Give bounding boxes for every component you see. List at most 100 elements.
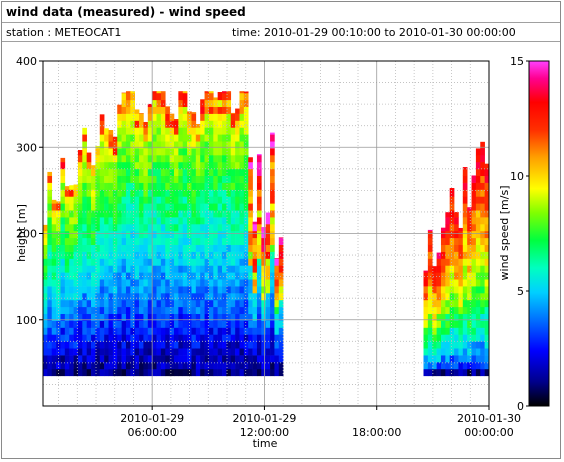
heatmap-cell	[475, 189, 481, 197]
heatmap-cell	[454, 212, 459, 218]
heatmap-cell	[239, 244, 245, 252]
heatmap-cell	[43, 237, 48, 246]
heatmap-cell	[160, 189, 166, 197]
heatmap-cell	[143, 286, 149, 294]
heatmap-cell	[77, 224, 83, 232]
heatmap-cell	[169, 251, 175, 259]
heatmap-cell	[274, 286, 280, 294]
heatmap-cell	[248, 217, 253, 225]
x-tick-date: 2010-01-29	[120, 412, 184, 425]
heatmap-cell	[256, 258, 262, 266]
heatmap-cell	[160, 141, 166, 149]
colorbar	[528, 60, 550, 407]
heatmap-cell	[200, 348, 205, 356]
heatmap-cell	[191, 113, 197, 121]
heatmap-cell	[191, 210, 197, 218]
heatmap-cell	[125, 293, 131, 301]
heatmap-cell	[449, 341, 455, 349]
heatmap-cell	[69, 279, 74, 287]
heatmap-cell	[156, 217, 162, 225]
heatmap-cell	[467, 368, 472, 377]
heatmap-cell	[130, 113, 135, 121]
heatmap-cell	[239, 286, 245, 294]
heatmap-cell	[204, 168, 210, 177]
heatmap-cell	[200, 106, 205, 114]
heatmap-cell	[445, 258, 451, 266]
heatmap-cell	[226, 217, 232, 225]
heatmap-cell	[178, 155, 184, 163]
heatmap-cell	[82, 224, 87, 232]
heatmap-cell	[191, 368, 197, 377]
heatmap-cell	[86, 334, 92, 342]
heatmap-cell	[43, 334, 48, 342]
heatmap-cell	[69, 244, 74, 252]
heatmap-cell	[432, 286, 437, 294]
heatmap-cell	[226, 92, 232, 101]
heatmap-cell	[125, 127, 131, 135]
heatmap-cell	[156, 286, 162, 294]
heatmap-cell	[222, 244, 227, 252]
heatmap-cell	[60, 279, 66, 287]
heatmap-cell	[235, 108, 240, 114]
heatmap-cell	[432, 327, 437, 335]
heatmap-cell	[261, 279, 266, 287]
heatmap-cell	[60, 293, 66, 301]
heatmap-cell	[125, 258, 131, 266]
heatmap-cell	[125, 224, 131, 232]
heatmap-cell	[449, 327, 455, 335]
heatmap-cell	[178, 258, 184, 266]
heatmap-cell	[82, 134, 87, 142]
heatmap-cell	[86, 224, 92, 232]
heatmap-cell	[261, 227, 266, 232]
heatmap-cell	[471, 265, 477, 273]
heatmap-cell	[91, 299, 96, 308]
heatmap-cell	[261, 341, 266, 349]
heatmap-cell	[217, 279, 223, 287]
heatmap-cell	[125, 99, 131, 108]
heatmap-cell	[77, 155, 83, 163]
heatmap-cell	[121, 341, 127, 349]
heatmap-cell	[178, 279, 184, 287]
heatmap-cell	[173, 196, 179, 204]
heatmap-cell	[454, 293, 459, 301]
heatmap-cell	[239, 120, 245, 128]
heatmap-cell	[156, 113, 162, 121]
heatmap-cell	[77, 334, 83, 342]
heatmap-cell	[270, 355, 275, 363]
heatmap-cell	[217, 203, 223, 211]
heatmap-cell	[178, 120, 184, 128]
heatmap-cell	[108, 348, 114, 356]
heatmap-cell	[47, 362, 53, 370]
heatmap-cell	[235, 272, 240, 280]
heatmap-cell	[125, 244, 131, 252]
heatmap-cell	[239, 217, 245, 225]
heatmap-cell	[484, 258, 490, 266]
heatmap-cell	[191, 196, 197, 204]
heatmap-cell	[471, 348, 477, 356]
heatmap-cell	[440, 265, 446, 273]
heatmap-cell	[427, 237, 433, 246]
heatmap-cell	[156, 99, 162, 108]
heatmap-cell	[99, 244, 105, 252]
heatmap-cell	[278, 299, 284, 308]
heatmap-cell	[69, 368, 74, 377]
heatmap-cell	[423, 286, 429, 294]
heatmap-cell	[51, 286, 57, 294]
heatmap-cell	[51, 203, 57, 211]
heatmap-cell	[173, 362, 179, 370]
heatmap-cell	[69, 313, 74, 321]
heatmap-cell	[445, 313, 451, 321]
heatmap-cell	[147, 148, 153, 156]
heatmap-cell	[108, 134, 114, 142]
heatmap-cell	[182, 189, 188, 197]
heatmap-cell	[195, 127, 201, 135]
heatmap-cell	[134, 109, 140, 114]
heatmap-cell	[217, 127, 223, 135]
heatmap-cell	[134, 141, 140, 149]
heatmap-cell	[208, 217, 214, 225]
heatmap-cell	[152, 91, 157, 94]
heatmap-cell	[178, 348, 184, 356]
heatmap-cell	[125, 299, 131, 308]
heatmap-cell	[191, 327, 197, 335]
